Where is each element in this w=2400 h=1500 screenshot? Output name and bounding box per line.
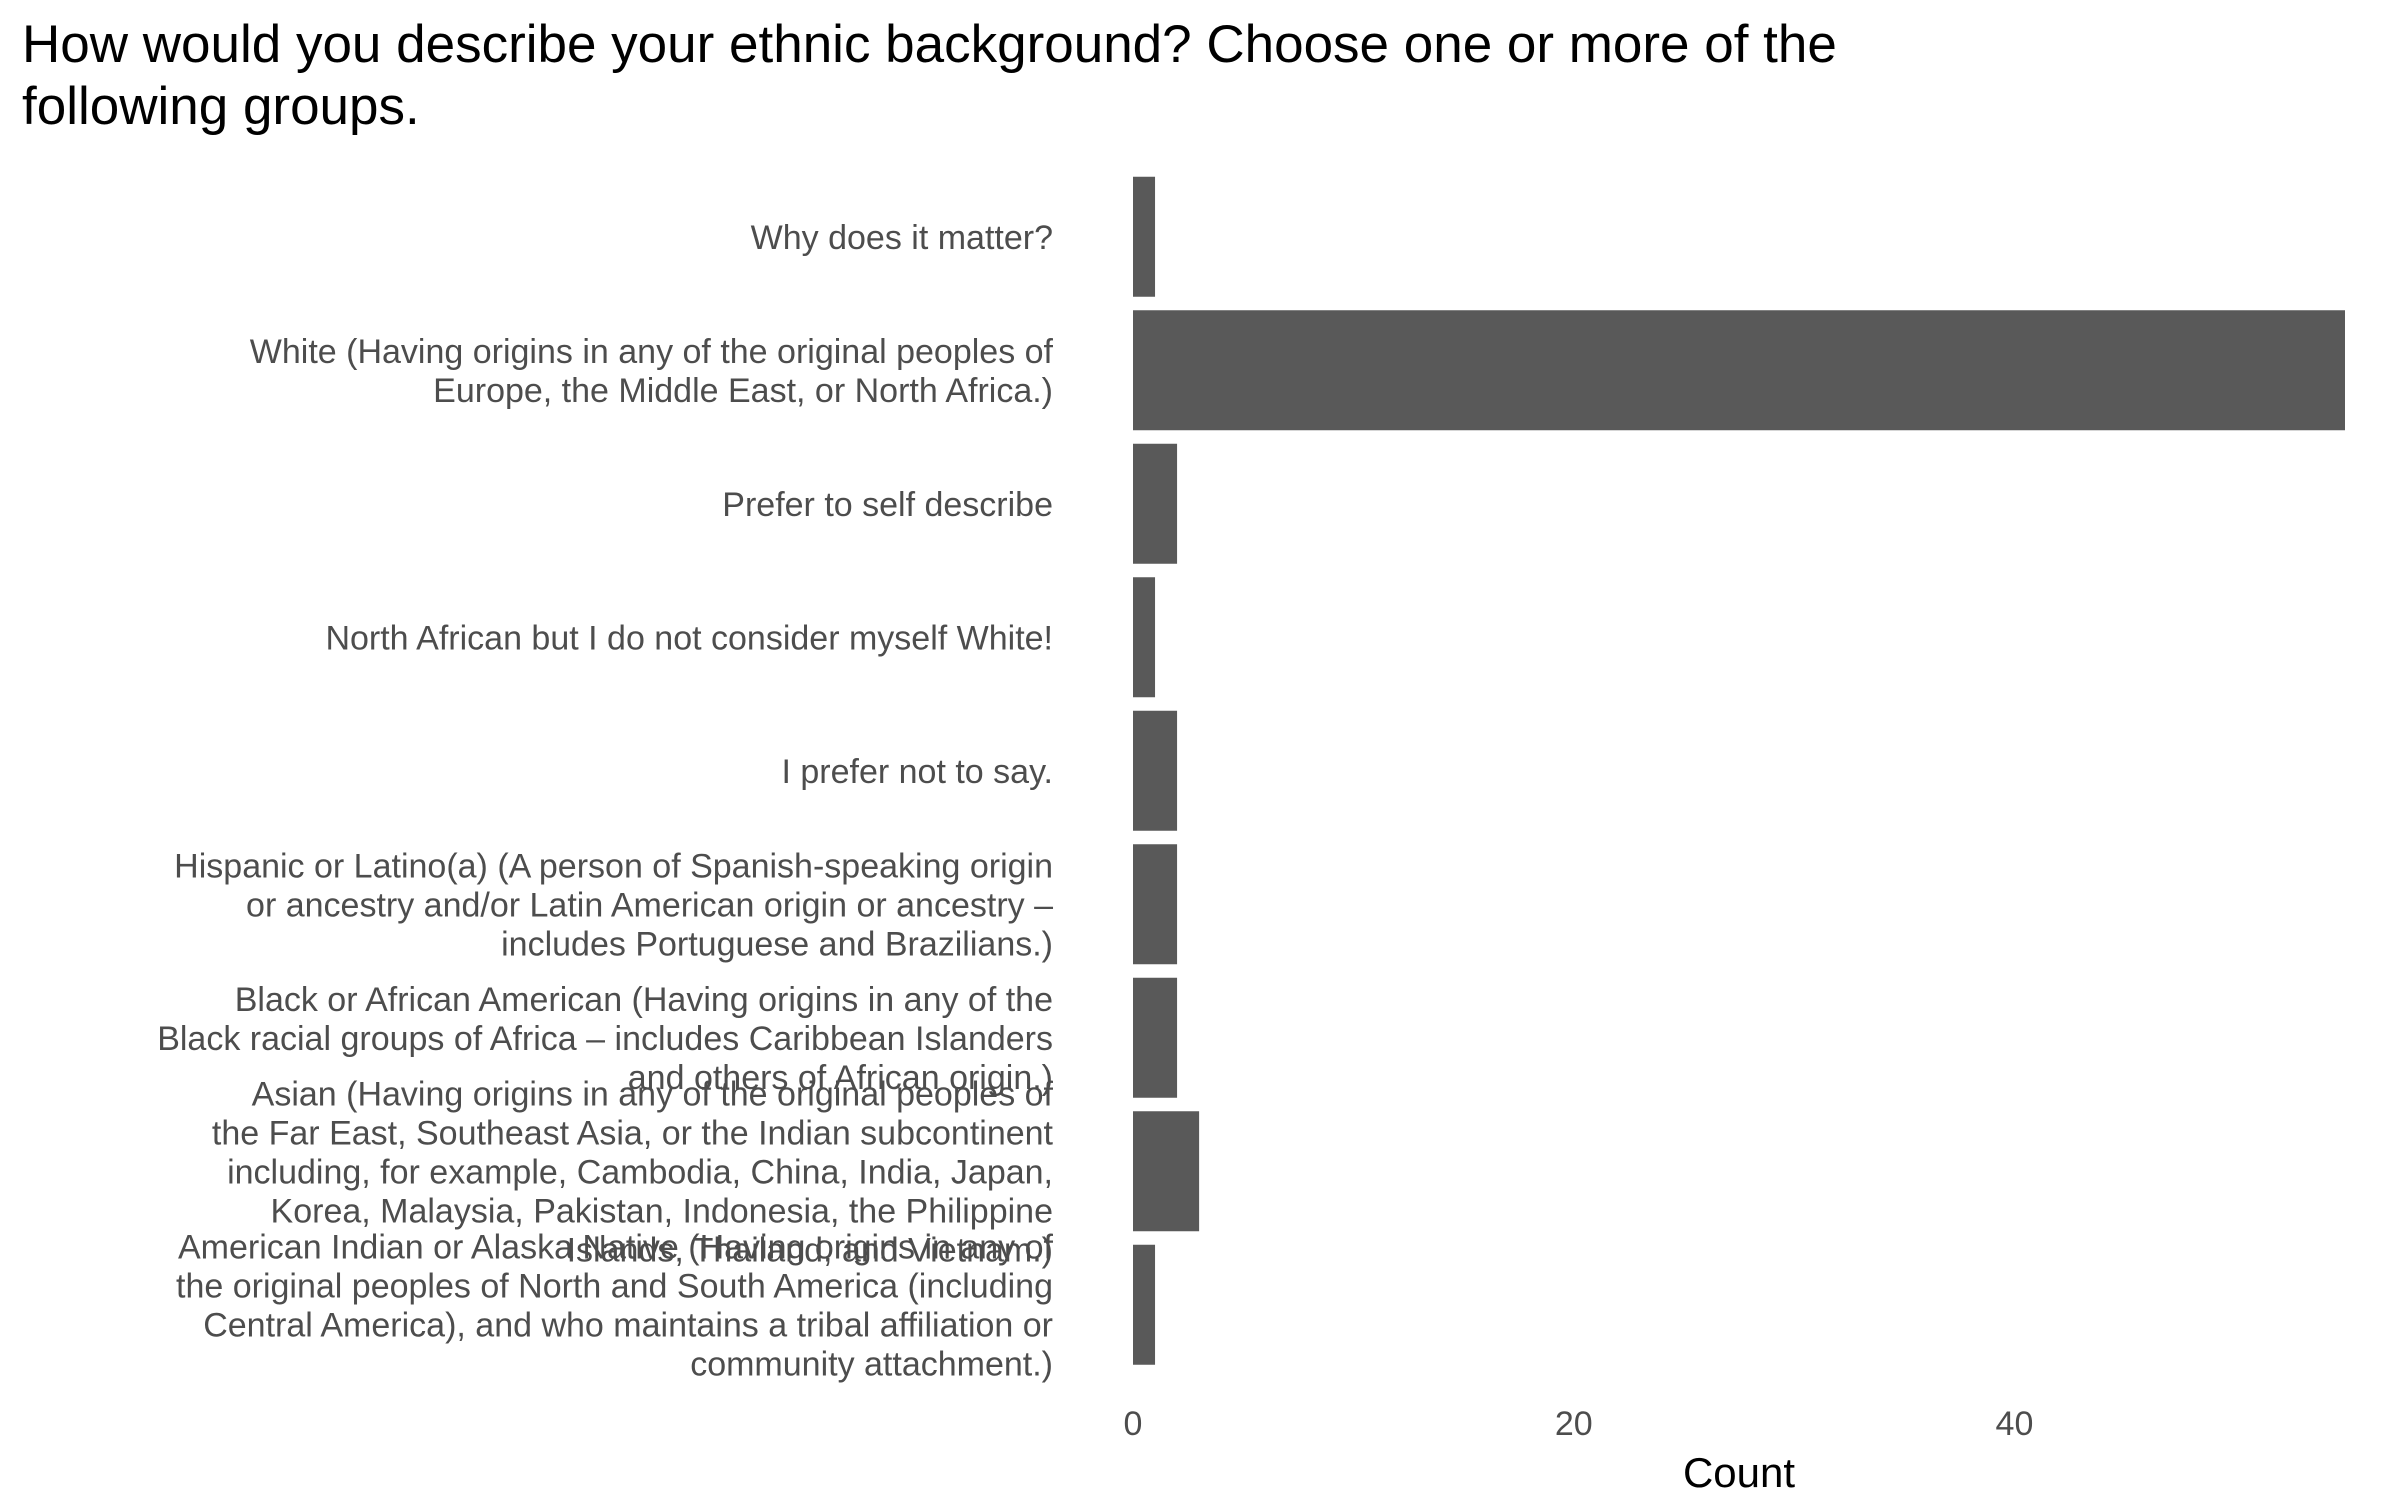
bar — [1133, 577, 1156, 698]
x-tick-label: 40 — [1996, 1405, 2034, 1443]
bar — [1133, 710, 1178, 831]
category-label: Prefer to self describe — [722, 486, 1053, 524]
bar — [1133, 443, 1178, 564]
category-label: Why does it matter? — [751, 219, 1053, 257]
chart-title: How would you describe your ethnic backg… — [22, 15, 1837, 136]
bar — [1133, 1111, 1200, 1232]
category-label: Black or African American (Having origin… — [157, 981, 1053, 1097]
bar — [1133, 176, 1156, 297]
x-tick-label: 0 — [1124, 1405, 1143, 1443]
category-label: North African but I do not consider myse… — [325, 619, 1053, 657]
bar — [1133, 310, 2345, 431]
x-axis-title: Count — [1683, 1449, 1795, 1496]
bar — [1133, 1244, 1156, 1365]
category-label: Asian (Having origins in any of the orig… — [212, 1075, 1054, 1269]
bar — [1133, 977, 1178, 1098]
category-label: American Indian or Alaska Native (Having… — [176, 1228, 1054, 1383]
bar — [1133, 844, 1178, 965]
category-label: Hispanic or Latino(a) (A person of Spani… — [174, 847, 1053, 963]
bars-layer — [1133, 176, 2345, 1365]
category-label: White (Having origins in any of the orig… — [250, 333, 1054, 410]
category-label: I prefer not to say. — [781, 753, 1053, 791]
x-tick-label: 20 — [1555, 1405, 1593, 1443]
category-labels: Why does it matter? White (Having origins… — [157, 219, 1053, 1384]
x-axis-ticks: 0 20 40 — [1124, 1405, 2034, 1443]
